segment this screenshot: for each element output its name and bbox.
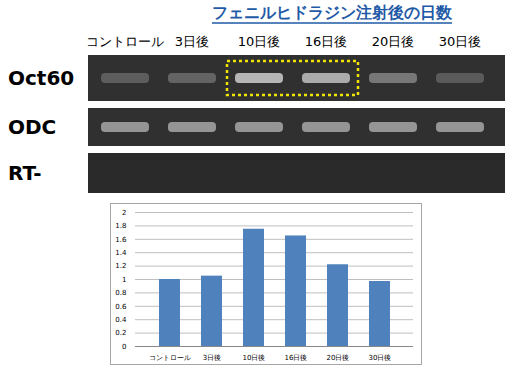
svg-text:30日後: 30日後 [369,354,392,362]
svg-text:20日後: 20日後 [327,354,350,362]
svg-text:16日後: 16日後 [285,354,308,362]
svg-text:30日後: 30日後 [439,34,482,49]
svg-text:1.6: 1.6 [115,236,127,244]
svg-text:フェニルヒドラジン注射後の日数: フェニルヒドラジン注射後の日数 [212,3,453,22]
svg-text:16日後: 16日後 [305,34,348,49]
svg-text:0: 0 [122,343,126,351]
svg-text:1.2: 1.2 [115,262,126,270]
svg-text:20日後: 20日後 [372,34,415,49]
svg-text:3日後: 3日後 [175,34,209,49]
svg-text:コントロール: コントロール [149,354,191,362]
svg-text:1.8: 1.8 [115,222,126,230]
svg-text:3日後: 3日後 [203,354,221,362]
svg-text:コントロール: コントロール [86,34,164,49]
svg-text:1: 1 [122,276,126,284]
svg-text:10日後: 10日後 [238,34,281,49]
svg-text:ODC: ODC [8,115,56,139]
svg-text:10日後: 10日後 [243,354,266,362]
svg-text:1.4: 1.4 [115,249,127,257]
svg-text:RT-: RT- [8,161,42,185]
svg-text:0.8: 0.8 [115,289,126,297]
svg-text:0.4: 0.4 [115,316,127,324]
svg-text:2: 2 [122,209,126,217]
svg-text:0.6: 0.6 [115,303,127,311]
svg-text:Oct60: Oct60 [8,66,74,90]
svg-text:0.2: 0.2 [115,329,126,337]
